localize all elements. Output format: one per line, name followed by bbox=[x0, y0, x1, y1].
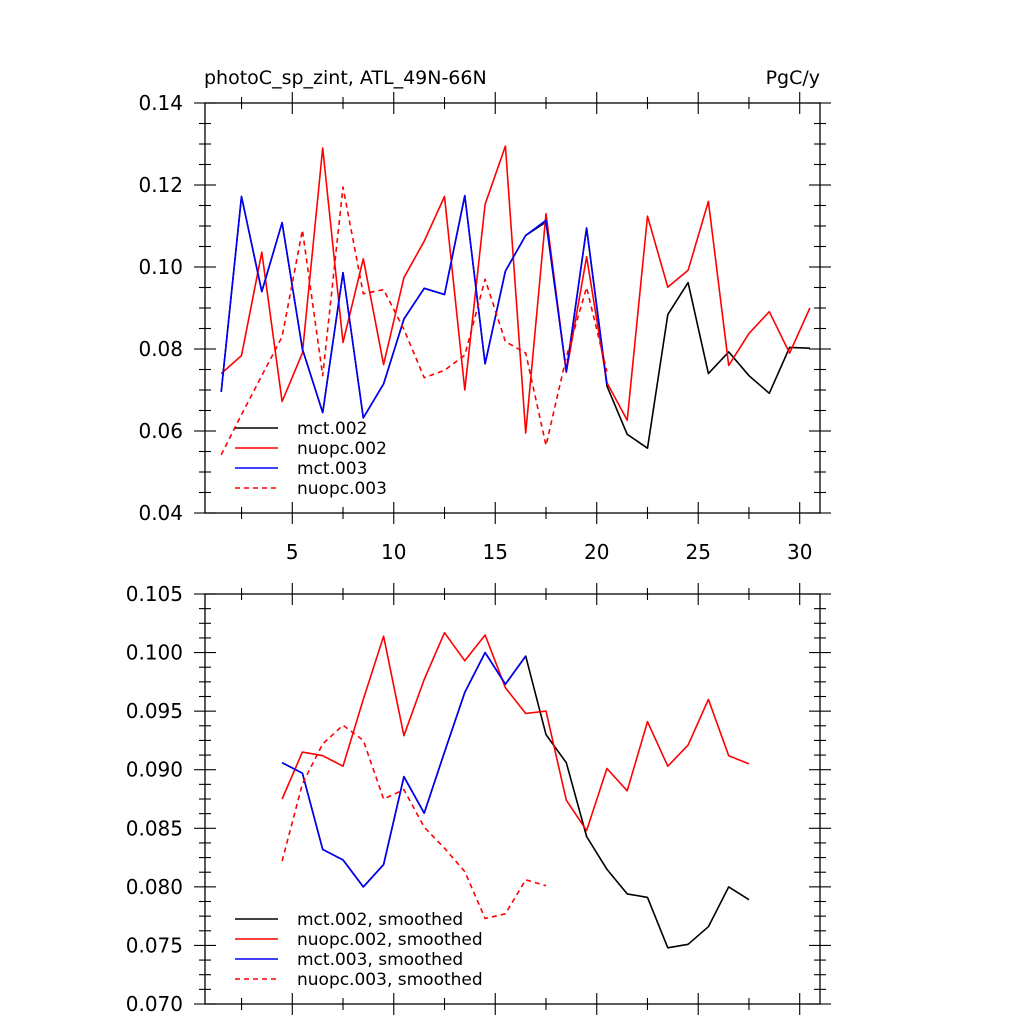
series-line-nuopc-002 bbox=[220, 145, 811, 434]
x-tick-label: 30 bbox=[787, 540, 812, 564]
y-tick-label: 0.090 bbox=[126, 758, 183, 782]
y-tick-label: 0.075 bbox=[126, 933, 183, 957]
y-tick-label: 0.06 bbox=[138, 419, 183, 443]
legend-label: mct.002, smoothed bbox=[297, 910, 463, 930]
y-tick-label: 0.095 bbox=[126, 699, 183, 723]
top-x-axis: 5 10 15 20 25 30 bbox=[286, 540, 813, 564]
y-tick-label: 0.070 bbox=[126, 992, 183, 1016]
chart-title: photoC_sp_zint, ATL_49N-66N bbox=[204, 67, 487, 89]
x-tick-label: 15 bbox=[483, 540, 508, 564]
y-tick-label: 0.105 bbox=[126, 582, 183, 606]
x-tick-label: 25 bbox=[685, 540, 710, 564]
series-line-nuopc-002-smoothed bbox=[281, 631, 750, 832]
y-tick-label: 0.04 bbox=[138, 501, 183, 525]
legend-label: nuopc.003, smoothed bbox=[297, 970, 483, 990]
bottom-axis-ticks bbox=[194, 583, 831, 1015]
legend-label: mct.003 bbox=[297, 459, 367, 479]
y-tick-label: 0.08 bbox=[138, 337, 183, 361]
legend-label: mct.002 bbox=[297, 419, 367, 439]
y-tick-label: 0.100 bbox=[126, 641, 183, 665]
legend-label: nuopc.002 bbox=[297, 439, 387, 459]
x-tick-label: 10 bbox=[381, 540, 406, 564]
top-y-axis: 0.04 0.06 0.08 0.10 0.12 0.14 bbox=[138, 91, 183, 525]
series-line-mct-002 bbox=[220, 194, 810, 450]
legend-label: nuopc.002, smoothed bbox=[297, 930, 483, 950]
y-tick-label: 0.12 bbox=[138, 173, 183, 197]
top-axis-ticks bbox=[194, 92, 831, 524]
chart-units: PgC/y bbox=[766, 67, 820, 89]
bottom-series-layer bbox=[281, 631, 750, 949]
x-tick-label: 5 bbox=[286, 540, 299, 564]
series-line-nuopc-003-smoothed bbox=[281, 724, 547, 920]
chart-top: photoC_sp_zint, ATL_49N-66N PgC/y 0.040.… bbox=[138, 67, 831, 564]
series-line-mct-003-smoothed bbox=[281, 651, 527, 888]
series-line-nuopc-003 bbox=[220, 186, 608, 456]
legend-label: nuopc.003 bbox=[297, 479, 387, 499]
chart-bottom: 0.070 0.075 0.080 0.085 0.090 0.095 0.100 0.105… bbox=[126, 582, 831, 1016]
series-line-mct-002-smoothed bbox=[281, 651, 750, 949]
y-tick-label: 0.14 bbox=[138, 91, 183, 115]
y-tick-label: 0.080 bbox=[126, 875, 183, 899]
series-line-mct-003 bbox=[220, 194, 608, 419]
x-tick-label: 20 bbox=[584, 540, 609, 564]
y-tick-label: 0.085 bbox=[126, 816, 183, 840]
legend-label: mct.003, smoothed bbox=[297, 950, 463, 970]
y-tick-label: 0.10 bbox=[138, 255, 183, 279]
bottom-y-axis: 0.070 0.075 0.080 0.085 0.090 0.095 0.100 0.105 bbox=[126, 582, 183, 1016]
top-series-layer bbox=[220, 145, 811, 456]
